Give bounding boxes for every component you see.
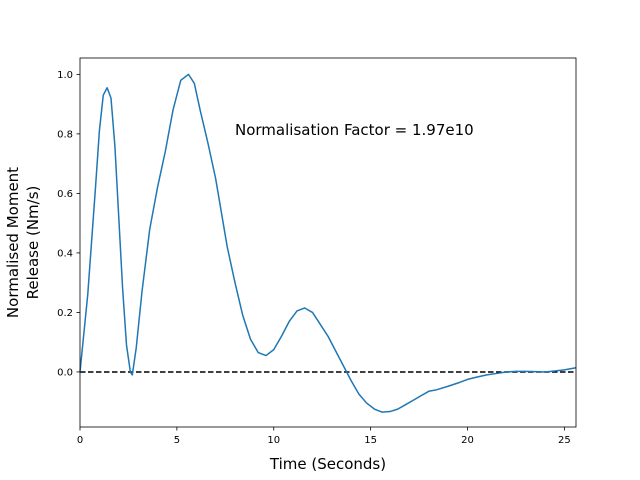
y-axis-label-line-1: Normalised Moment — [4, 167, 22, 318]
y-tick-label: 0.6 — [57, 189, 73, 200]
y-tick-label: 0.2 — [57, 308, 73, 319]
y-axis-label: Normalised Moment Release (Nm/s) — [4, 167, 42, 318]
x-tick-label: 0 — [77, 435, 83, 446]
x-tick-label: 5 — [174, 435, 180, 446]
normalisation-annotation: Normalisation Factor = 1.97e10 — [235, 121, 474, 139]
series-line — [79, 73, 577, 413]
y-tick-label: 0.8 — [57, 129, 73, 140]
y-tick-label: 0.4 — [57, 248, 73, 259]
y-axis-ticks: 0.0 0.2 0.4 0.6 0.8 1.0 — [57, 70, 80, 378]
x-axis-label: Time (Seconds) — [269, 455, 386, 473]
y-tick-label: 0.0 — [57, 367, 73, 378]
x-tick-label: 10 — [267, 435, 280, 446]
y-tick-label: 1.0 — [57, 70, 73, 81]
y-axis-label-line-2: Release (Nm/s) — [24, 186, 42, 300]
plot-frame — [79, 57, 577, 428]
x-axis-ticks: 0 5 10 15 20 25 — [77, 427, 571, 446]
x-tick-label: 25 — [558, 435, 571, 446]
x-tick-label: 15 — [364, 435, 377, 446]
x-tick-label: 20 — [461, 435, 474, 446]
